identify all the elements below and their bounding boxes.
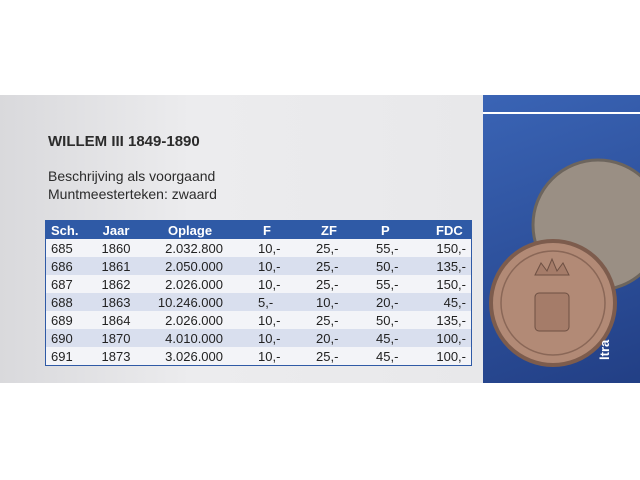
table-header: Sch. Jaar Oplage F ZF P FDC — [46, 221, 471, 239]
table-row: 690 1870 4.010.000 10,- 20,- 45,- 100,- — [46, 329, 471, 347]
table-cell: 55,- — [376, 241, 399, 256]
table-cell: 25,- — [316, 241, 339, 256]
table-cell: 2.032.800 — [165, 241, 223, 256]
table-cell: 5,- — [258, 295, 274, 310]
description-line: Beschrijving als voorgaand — [48, 168, 216, 184]
side-text: ltra — [597, 339, 612, 360]
table-cell: 50,- — [376, 259, 399, 274]
table-cell: 10,- — [258, 277, 281, 292]
table-row: 687 1862 2.026.000 10,- 25,- 55,- 150,- — [46, 275, 471, 293]
table-cell: 135,- — [436, 313, 466, 328]
description-line: Muntmeesterteken: zwaard — [48, 186, 217, 202]
table-cell: 1861 — [101, 259, 131, 274]
table-cell: 100,- — [436, 349, 466, 364]
table-row: 691 1873 3.026.000 10,- 25,- 45,- 100,- — [46, 347, 471, 365]
table-cell: 10,- — [258, 331, 281, 346]
table-cell: 55,- — [376, 277, 399, 292]
table-cell: 1860 — [101, 241, 131, 256]
table-cell: 3.026.000 — [165, 349, 223, 364]
table-cell: 2.026.000 — [165, 277, 223, 292]
table-cell: 686 — [51, 259, 73, 274]
table-cell: 10,- — [258, 349, 281, 364]
table-cell: 25,- — [316, 313, 339, 328]
table-cell: 688 — [51, 295, 73, 310]
column-header: Oplage — [168, 223, 213, 238]
column-header: FDC — [436, 223, 463, 238]
table-cell: 150,- — [436, 241, 466, 256]
column-header: P — [381, 223, 390, 238]
table-cell: 689 — [51, 313, 73, 328]
table-cell: 2.050.000 — [165, 259, 223, 274]
section-title: WILLEM III 1849-1890 — [48, 133, 200, 150]
table-cell: 50,- — [376, 313, 399, 328]
table-cell: 20,- — [316, 331, 339, 346]
table-cell: 20,- — [376, 295, 399, 310]
table-cell: 135,- — [436, 259, 466, 274]
coin-panel — [483, 95, 640, 383]
table-cell: 687 — [51, 277, 73, 292]
table-cell: 25,- — [316, 277, 339, 292]
table-cell: 45,- — [376, 349, 399, 364]
table-cell: 10,- — [258, 241, 281, 256]
table-cell: 25,- — [316, 259, 339, 274]
column-header: ZF — [321, 223, 337, 238]
table-cell: 2.026.000 — [165, 313, 223, 328]
column-header: Sch. — [51, 223, 79, 238]
table-cell: 10,- — [258, 259, 281, 274]
table-cell: 1863 — [101, 295, 131, 310]
table-row: 688 1863 10.246.000 5,- 10,- 20,- 45,- — [46, 293, 471, 311]
table-cell: 45,- — [376, 331, 399, 346]
table-row: 686 1861 2.050.000 10,- 25,- 50,- 135,- — [46, 257, 471, 275]
table-cell: 10.246.000 — [157, 295, 223, 310]
table-cell: 1864 — [101, 313, 131, 328]
table-cell: 100,- — [436, 331, 466, 346]
table-cell: 691 — [51, 349, 73, 364]
table-cell: 685 — [51, 241, 73, 256]
table-cell: 4.010.000 — [165, 331, 223, 346]
table-row: 685 1860 2.032.800 10,- 25,- 55,- 150,- — [46, 239, 471, 257]
table-row: 689 1864 2.026.000 10,- 25,- 50,- 135,- — [46, 311, 471, 329]
table-cell: 150,- — [436, 277, 466, 292]
table-cell: 25,- — [316, 349, 339, 364]
coin-illustration — [483, 112, 640, 367]
column-header: Jaar — [102, 223, 130, 238]
coin-table: Sch. Jaar Oplage F ZF P FDC 685 1860 2.032.800 10,… — [45, 220, 472, 366]
table-cell: 1862 — [101, 277, 131, 292]
table-cell: 10,- — [258, 313, 281, 328]
column-header: F — [263, 223, 271, 238]
table-cell: 690 — [51, 331, 73, 346]
table-cell: 1873 — [101, 349, 131, 364]
table-cell: 10,- — [316, 295, 339, 310]
table-cell: 1870 — [101, 331, 131, 346]
table-cell: 45,- — [443, 295, 466, 310]
